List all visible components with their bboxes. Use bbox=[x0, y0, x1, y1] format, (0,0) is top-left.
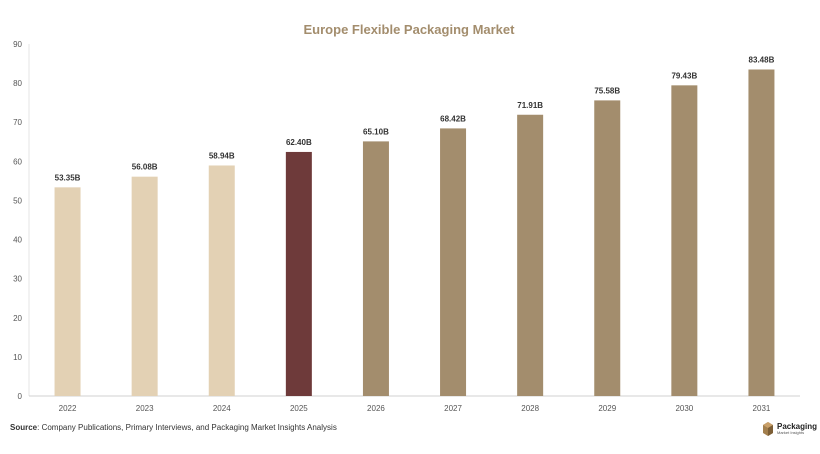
x-tick-label: 2022 bbox=[59, 404, 77, 413]
source-label: Source bbox=[10, 423, 38, 432]
box-icon bbox=[763, 422, 773, 436]
logo-name: Packaging bbox=[777, 422, 818, 431]
bar-2022 bbox=[54, 187, 81, 396]
y-tick-label: 70 bbox=[13, 118, 22, 127]
data-label: 83.48B bbox=[749, 56, 775, 65]
data-labels: 53.35B 56.08B 58.94B 62.40B 65.10B 68.42B 71.9… bbox=[55, 56, 775, 183]
bar-2028 bbox=[517, 114, 544, 396]
x-tick-label: 2028 bbox=[521, 404, 539, 413]
bar-2024 bbox=[208, 165, 235, 396]
x-tick-label: 2027 bbox=[444, 404, 462, 413]
bar-2030 bbox=[671, 85, 698, 396]
y-tick-label: 0 bbox=[18, 392, 23, 401]
y-tick-label: 30 bbox=[13, 275, 22, 284]
bar-2025 bbox=[285, 151, 312, 396]
y-tick-label: 10 bbox=[13, 353, 22, 362]
data-label: 65.10B bbox=[363, 127, 389, 136]
y-tick-label: 20 bbox=[13, 314, 22, 323]
x-axis: 2022 2023 2024 2025 2026 2027 2028 2029 2030 2031 bbox=[59, 404, 771, 413]
bar-2029 bbox=[594, 100, 621, 396]
x-tick-label: 2023 bbox=[136, 404, 154, 413]
bar-2027 bbox=[440, 128, 467, 396]
data-label: 53.35B bbox=[55, 173, 81, 182]
logo-tagline: Market Insights bbox=[777, 430, 805, 435]
bar-2023 bbox=[131, 176, 158, 396]
data-label: 58.94B bbox=[209, 151, 235, 160]
bar-2031 bbox=[748, 69, 775, 397]
data-label: 62.40B bbox=[286, 138, 312, 147]
x-tick-label: 2026 bbox=[367, 404, 385, 413]
data-label: 56.08B bbox=[132, 163, 158, 172]
y-tick-label: 90 bbox=[13, 40, 22, 49]
y-axis: 0 10 20 30 40 50 60 70 80 90 bbox=[13, 40, 22, 401]
data-label: 75.58B bbox=[594, 86, 620, 95]
data-label: 71.91B bbox=[517, 101, 543, 110]
x-tick-label: 2029 bbox=[598, 404, 616, 413]
data-label: 68.42B bbox=[440, 114, 466, 123]
x-tick-label: 2030 bbox=[675, 404, 693, 413]
bar-series bbox=[54, 69, 775, 397]
chart-title: Europe Flexible Packaging Market bbox=[304, 22, 516, 37]
y-tick-label: 50 bbox=[13, 196, 22, 205]
brand-logo: Packaging Market Insights bbox=[762, 421, 817, 437]
x-tick-label: 2024 bbox=[213, 404, 231, 413]
x-tick-label: 2025 bbox=[290, 404, 308, 413]
source-text: : Company Publications, Primary Intervie… bbox=[37, 423, 337, 432]
data-label: 79.43B bbox=[671, 71, 697, 80]
y-tick-label: 60 bbox=[13, 157, 22, 166]
bar-2026 bbox=[362, 141, 389, 396]
source-note: Source: Company Publications, Primary In… bbox=[10, 423, 337, 432]
y-tick-label: 40 bbox=[13, 236, 22, 245]
x-tick-label: 2031 bbox=[753, 404, 771, 413]
y-tick-label: 80 bbox=[13, 79, 22, 88]
